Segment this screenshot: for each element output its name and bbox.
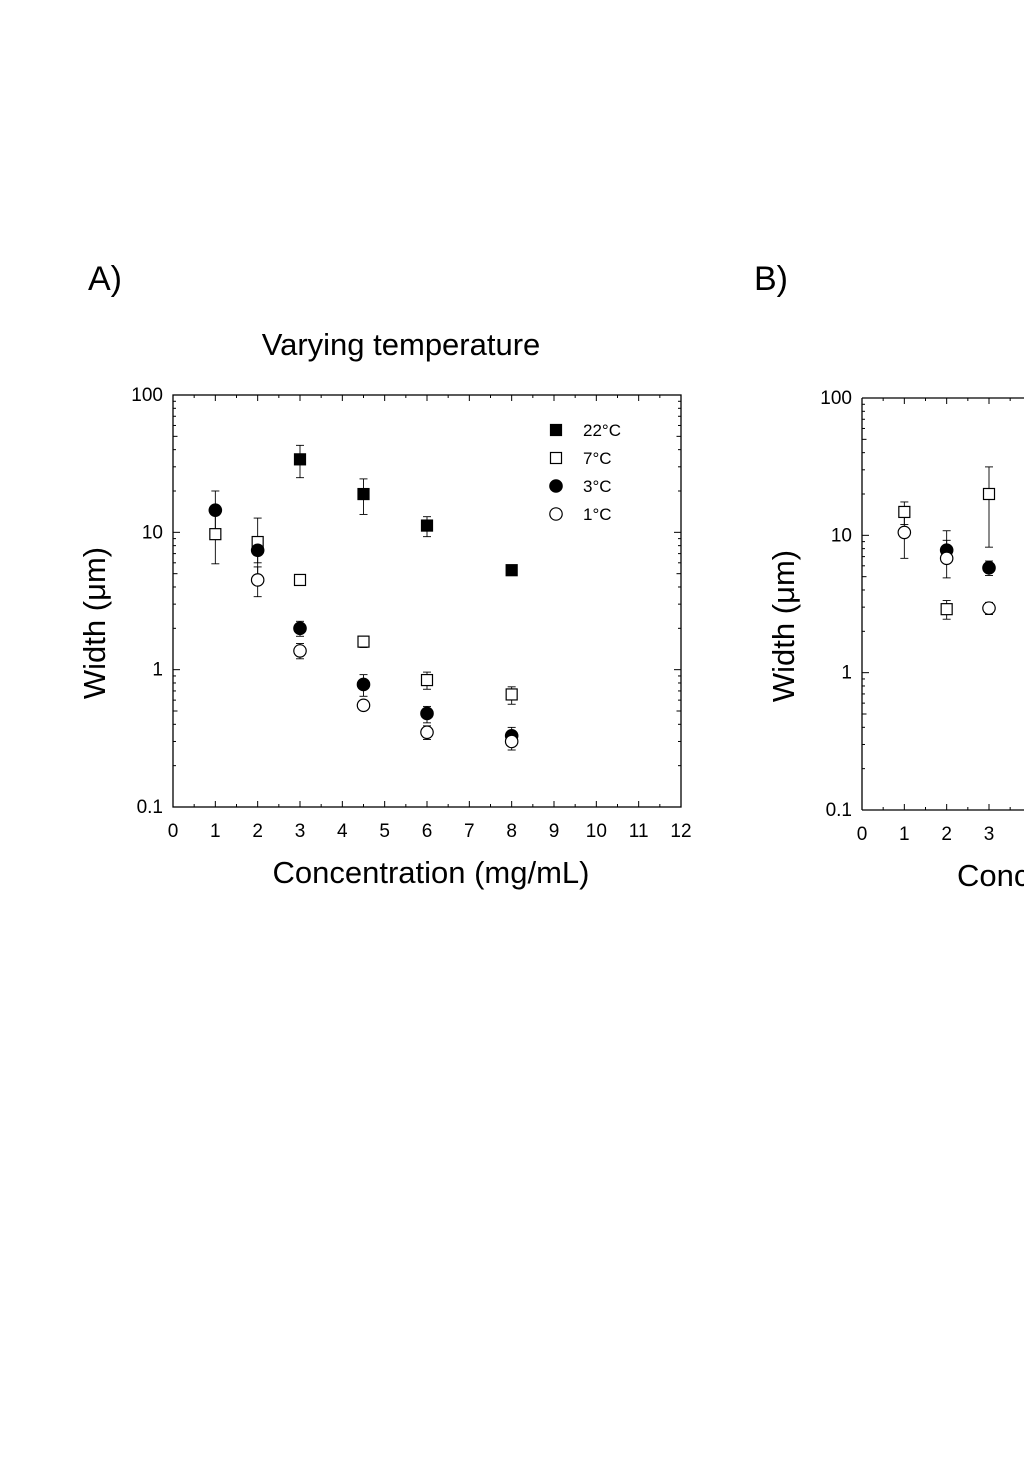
data-point — [982, 487, 996, 501]
legend-label: 1°C — [583, 505, 612, 524]
legend-marker — [549, 507, 563, 521]
data-marks-b — [897, 466, 996, 620]
legend-marker — [549, 423, 563, 437]
data-point — [940, 603, 953, 616]
data-point — [420, 519, 434, 532]
x-tick-label: 1 — [210, 821, 221, 842]
legend-marker — [549, 451, 563, 465]
data-point — [293, 621, 307, 636]
y-tick-label: 10 — [142, 522, 163, 543]
data-point — [982, 561, 996, 575]
x-tick-label: 2 — [941, 824, 952, 845]
x-axis-title-a: Concentration (mg/mL) — [272, 855, 589, 890]
plot-frame-b — [861, 397, 1024, 811]
y-tick-label: 10 — [831, 525, 852, 546]
y-axis-title-b: Width (μm) — [766, 550, 801, 702]
data-point — [982, 601, 996, 615]
data-point — [293, 453, 307, 466]
axis-ticks-b: 0 1 2 3 0.1 1 10 100 — [820, 388, 1011, 845]
legend-label: 3°C — [583, 477, 612, 496]
x-tick-label: 7 — [464, 821, 475, 842]
x-tick-label: 12 — [670, 821, 691, 842]
chart-panel-a: A) Varying temperature Concentration (mg… — [77, 260, 692, 890]
y-tick-label: 100 — [131, 385, 163, 406]
data-point — [898, 505, 911, 519]
data-point — [356, 677, 371, 692]
legend-label: 7°C — [583, 449, 612, 468]
x-tick-label: 6 — [422, 821, 433, 842]
data-point — [250, 543, 265, 558]
y-tick-label: 0.1 — [137, 797, 163, 818]
data-point — [504, 734, 519, 749]
x-tick-label: 9 — [549, 821, 560, 842]
x-tick-label: 0 — [168, 821, 179, 842]
panel-label-b: B) — [754, 260, 788, 298]
x-tick-label: 0 — [857, 824, 868, 845]
data-point — [939, 551, 954, 566]
chart-panel-b: B) Conc Width (μm) 0 1 2 3 0.1 1 10 100 — [754, 260, 1024, 893]
y-tick-label: 0.1 — [826, 800, 852, 821]
x-tick-label: 4 — [337, 821, 348, 842]
x-tick-label: 8 — [506, 821, 517, 842]
y-tick-label: 1 — [152, 660, 163, 681]
legend-a: 22°C 7°C 3°C 1°C — [549, 421, 621, 524]
data-point — [208, 503, 223, 517]
panel-label-a: A) — [88, 260, 122, 298]
legend-marker — [549, 479, 563, 493]
data-point — [357, 635, 370, 648]
data-point — [357, 487, 370, 501]
x-tick-label: 3 — [984, 824, 995, 845]
data-point — [293, 644, 307, 658]
x-tick-label: 1 — [899, 824, 910, 845]
x-tick-label: 5 — [379, 821, 390, 842]
data-point — [420, 725, 434, 740]
y-axis-title-a: Width (μm) — [77, 547, 112, 699]
data-marks-a — [208, 444, 519, 751]
x-tick-label: 11 — [629, 821, 649, 842]
y-tick-label: 100 — [820, 388, 852, 409]
data-point — [293, 573, 307, 587]
x-tick-label: 2 — [252, 821, 263, 842]
data-point — [897, 525, 912, 540]
data-point — [250, 573, 265, 587]
data-point — [505, 564, 518, 577]
x-tick-label: 3 — [295, 821, 306, 842]
data-point — [356, 698, 371, 713]
x-axis-title-b: Conc — [957, 858, 1024, 893]
data-point — [209, 528, 222, 541]
y-tick-label: 1 — [841, 663, 852, 684]
data-point — [420, 706, 434, 721]
data-point — [505, 688, 518, 701]
chart-title-a: Varying temperature — [262, 327, 541, 362]
x-tick-label: 10 — [586, 821, 607, 842]
data-point — [420, 673, 434, 687]
legend-label: 22°C — [583, 421, 621, 440]
